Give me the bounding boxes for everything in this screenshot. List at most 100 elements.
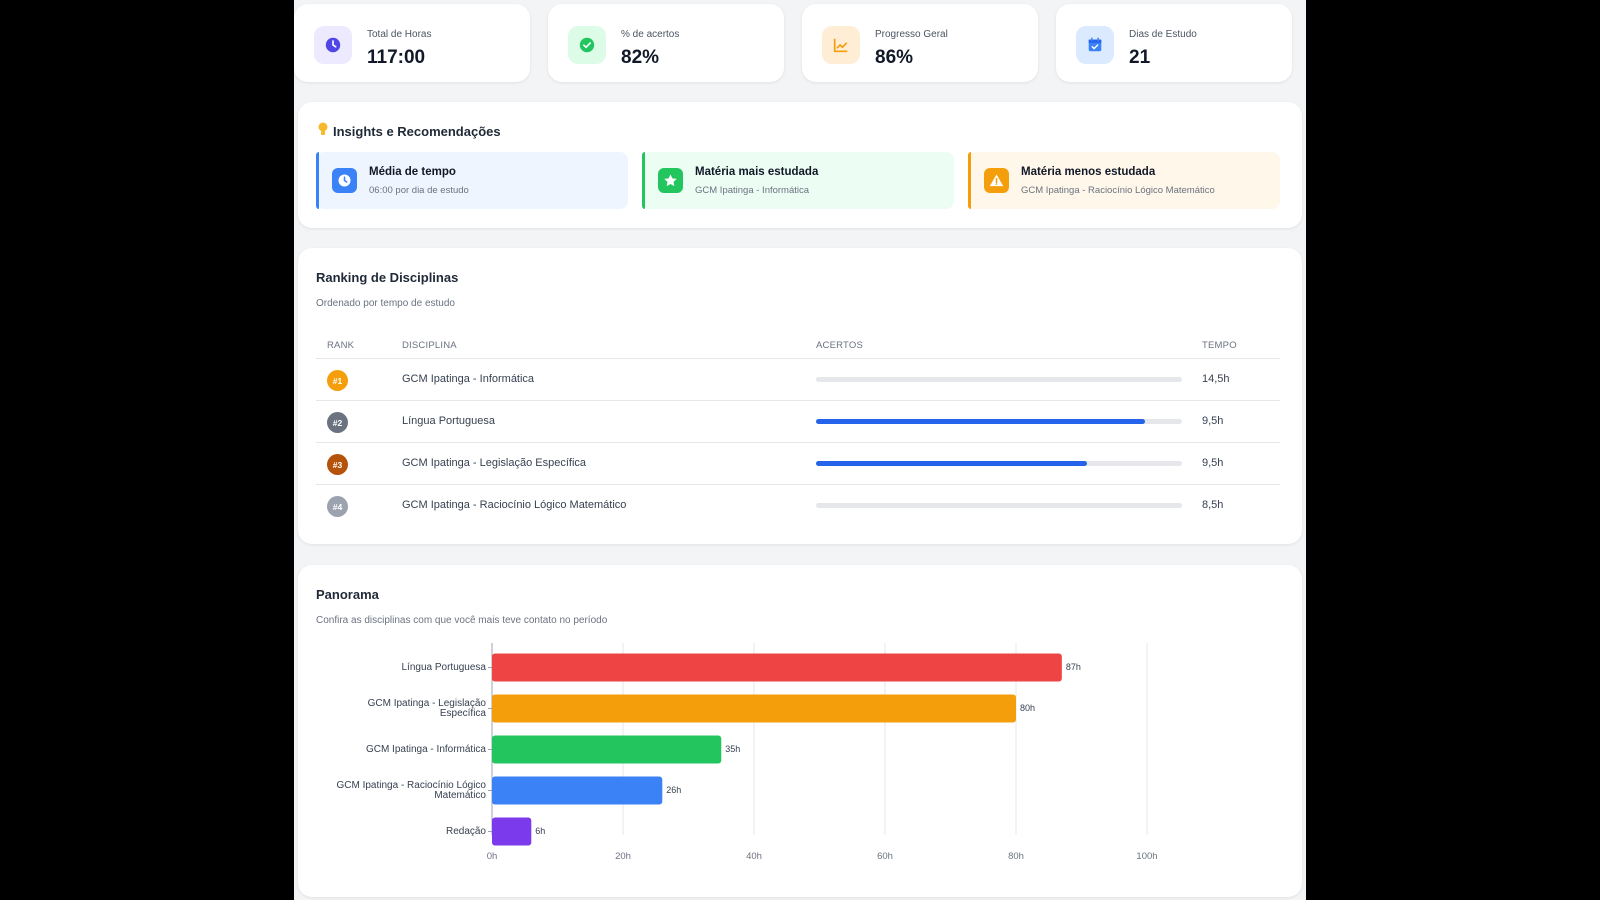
bar-value-label: 35h	[725, 743, 741, 754]
category-label-line: GCM Ipatinga - Informática	[365, 743, 486, 755]
x-tick-label: 100h	[1136, 851, 1158, 862]
column-header-rank[interactable]: RANK	[327, 340, 355, 351]
stat-icon-box	[568, 26, 606, 64]
hits-progress-track	[816, 419, 1182, 424]
table-row[interactable]: #4 GCM Ipatinga - Raciocínio Lógico Mate…	[316, 484, 1280, 527]
lightbulb-icon	[318, 122, 328, 135]
stat-value: 82%	[621, 47, 660, 68]
category-label: Língua Portuguesa	[316, 661, 486, 673]
category-label: GCM Ipatinga - Raciocínio Lógico Matemáti…	[316, 779, 486, 801]
stat-value: 21	[1129, 47, 1151, 68]
panorama-title: Panorama	[316, 587, 379, 602]
stat-card-accuracy: % de acertos 82%	[548, 4, 784, 82]
table-row[interactable]: #3 GCM Ipatinga - Legislação Específica …	[316, 442, 1280, 485]
insight-icon-box	[658, 168, 683, 193]
rank-badge: #4	[327, 496, 348, 517]
insight-title: Média de tempo	[369, 166, 456, 178]
ranking-title: Ranking de Disciplinas	[316, 270, 459, 285]
chart-bar[interactable]	[492, 694, 1016, 723]
rank-badge: #3	[327, 454, 348, 475]
trend-chart-icon	[833, 38, 848, 53]
hits-progress-track	[816, 377, 1182, 382]
category-label: GCM Ipatinga - Legislação Específica	[316, 697, 486, 719]
stat-card-study-days: Dias de Estudo 21	[1056, 4, 1292, 82]
stat-value: 86%	[875, 47, 914, 68]
insight-icon-box	[984, 168, 1009, 193]
hits-progress-fill	[816, 419, 1146, 424]
category-label: Redação	[316, 825, 486, 837]
clock-icon	[338, 174, 351, 187]
bar-value-label: 80h	[1020, 702, 1036, 713]
x-tick-label: 40h	[746, 851, 762, 862]
bar-value-label: 6h	[535, 825, 546, 836]
x-tick-label: 60h	[877, 851, 893, 862]
table-row[interactable]: #1 GCM Ipatinga - Informática 14,5h	[316, 358, 1280, 401]
insight-subtitle: GCM Ipatinga - Informática	[695, 185, 810, 196]
discipline-name: GCM Ipatinga - Legislação Específica	[402, 457, 587, 469]
chart-bar[interactable]	[492, 817, 532, 846]
insight-icon-box	[332, 168, 357, 193]
column-header-discipline[interactable]: DISCIPLINA	[402, 340, 457, 351]
stat-icon-box	[822, 26, 860, 64]
stat-icon-box	[314, 26, 352, 64]
rank-badge: #2	[327, 412, 348, 433]
star-icon	[664, 174, 677, 187]
panorama-bar-chart	[488, 643, 1148, 846]
warning-icon	[989, 174, 1004, 187]
x-tick-label: 0h	[486, 851, 498, 862]
bar-value-label: 87h	[1065, 661, 1081, 672]
insights-title: Insights e Recomendações	[333, 124, 501, 139]
category-label: GCM Ipatinga - Informática	[316, 743, 486, 755]
stat-card-progress: Progresso Geral 86%	[802, 4, 1038, 82]
stat-label: Total de Horas	[367, 29, 432, 40]
bar-value-label: 26h	[666, 784, 682, 795]
insight-card-most-studied: Matéria mais estudada GCM Ipatinga - Inf…	[642, 152, 954, 209]
x-tick-label: 20h	[615, 851, 631, 862]
column-header-time[interactable]: TEMPO	[1202, 340, 1237, 351]
chart-bar[interactable]	[492, 735, 722, 764]
stat-icon-box	[1076, 26, 1114, 64]
insight-title: Matéria mais estudada	[695, 166, 819, 178]
stat-label: Dias de Estudo	[1129, 29, 1197, 40]
insight-title: Matéria menos estudada	[1021, 166, 1156, 178]
column-header-hits[interactable]: ACERTOS	[816, 340, 863, 351]
calendar-check-icon	[1088, 37, 1102, 52]
x-tick-label: 80h	[1008, 851, 1024, 862]
category-label-line: Língua Portuguesa	[401, 661, 486, 673]
hits-progress-track	[816, 461, 1182, 466]
insights-card: Insights e Recomendações Média de tempo …	[298, 102, 1302, 228]
study-time: 9,5h	[1202, 457, 1224, 469]
discipline-name: Língua Portuguesa	[402, 415, 495, 427]
panorama-card: Panorama Confira as disciplinas com que …	[298, 565, 1302, 897]
stat-label: % de acertos	[621, 29, 680, 40]
study-time: 14,5h	[1202, 373, 1230, 385]
table-row[interactable]: #2 Língua Portuguesa 9,5h	[316, 400, 1280, 443]
insight-accent-bar	[968, 152, 971, 209]
category-label-line: Matemático	[434, 789, 486, 801]
stat-value: 117:00	[367, 47, 426, 68]
insight-subtitle: 06:00 por dia de estudo	[369, 185, 469, 196]
discipline-name: GCM Ipatinga - Raciocínio Lógico Matemát…	[402, 499, 627, 511]
chart-bar[interactable]	[492, 653, 1062, 682]
ranking-subtitle: Ordenado por tempo de estudo	[316, 298, 455, 309]
rank-badge: #1	[327, 370, 348, 391]
insight-subtitle: GCM Ipatinga - Raciocínio Lógico Matemát…	[1021, 185, 1215, 196]
category-label-line: Específica	[439, 707, 486, 719]
study-time: 9,5h	[1202, 415, 1224, 427]
study-time: 8,5h	[1202, 499, 1224, 511]
insight-card-average-time: Média de tempo 06:00 por dia de estudo	[316, 152, 628, 209]
stat-card-total-hours: Total de Horas 117:00	[294, 4, 530, 82]
category-label-line: GCM Ipatinga - Legislação	[367, 697, 486, 709]
ranking-card: Ranking de Disciplinas Ordenado por temp…	[298, 248, 1302, 544]
check-circle-icon	[579, 37, 595, 53]
dashboard-page: Total de Horas 117:00 % de acertos 82% P…	[294, 0, 1306, 900]
clock-icon	[325, 37, 341, 53]
category-label-line: GCM Ipatinga - Raciocínio Lógico	[336, 779, 486, 791]
panorama-subtitle: Confira as disciplinas com que você mais…	[316, 615, 608, 626]
hits-progress-fill	[816, 461, 1087, 466]
category-label-line: Redação	[445, 825, 486, 837]
chart-bar[interactable]	[492, 776, 663, 805]
insight-accent-bar	[642, 152, 645, 209]
insight-card-least-studied: Matéria menos estudada GCM Ipatinga - Ra…	[968, 152, 1280, 209]
discipline-name: GCM Ipatinga - Informática	[402, 373, 535, 385]
